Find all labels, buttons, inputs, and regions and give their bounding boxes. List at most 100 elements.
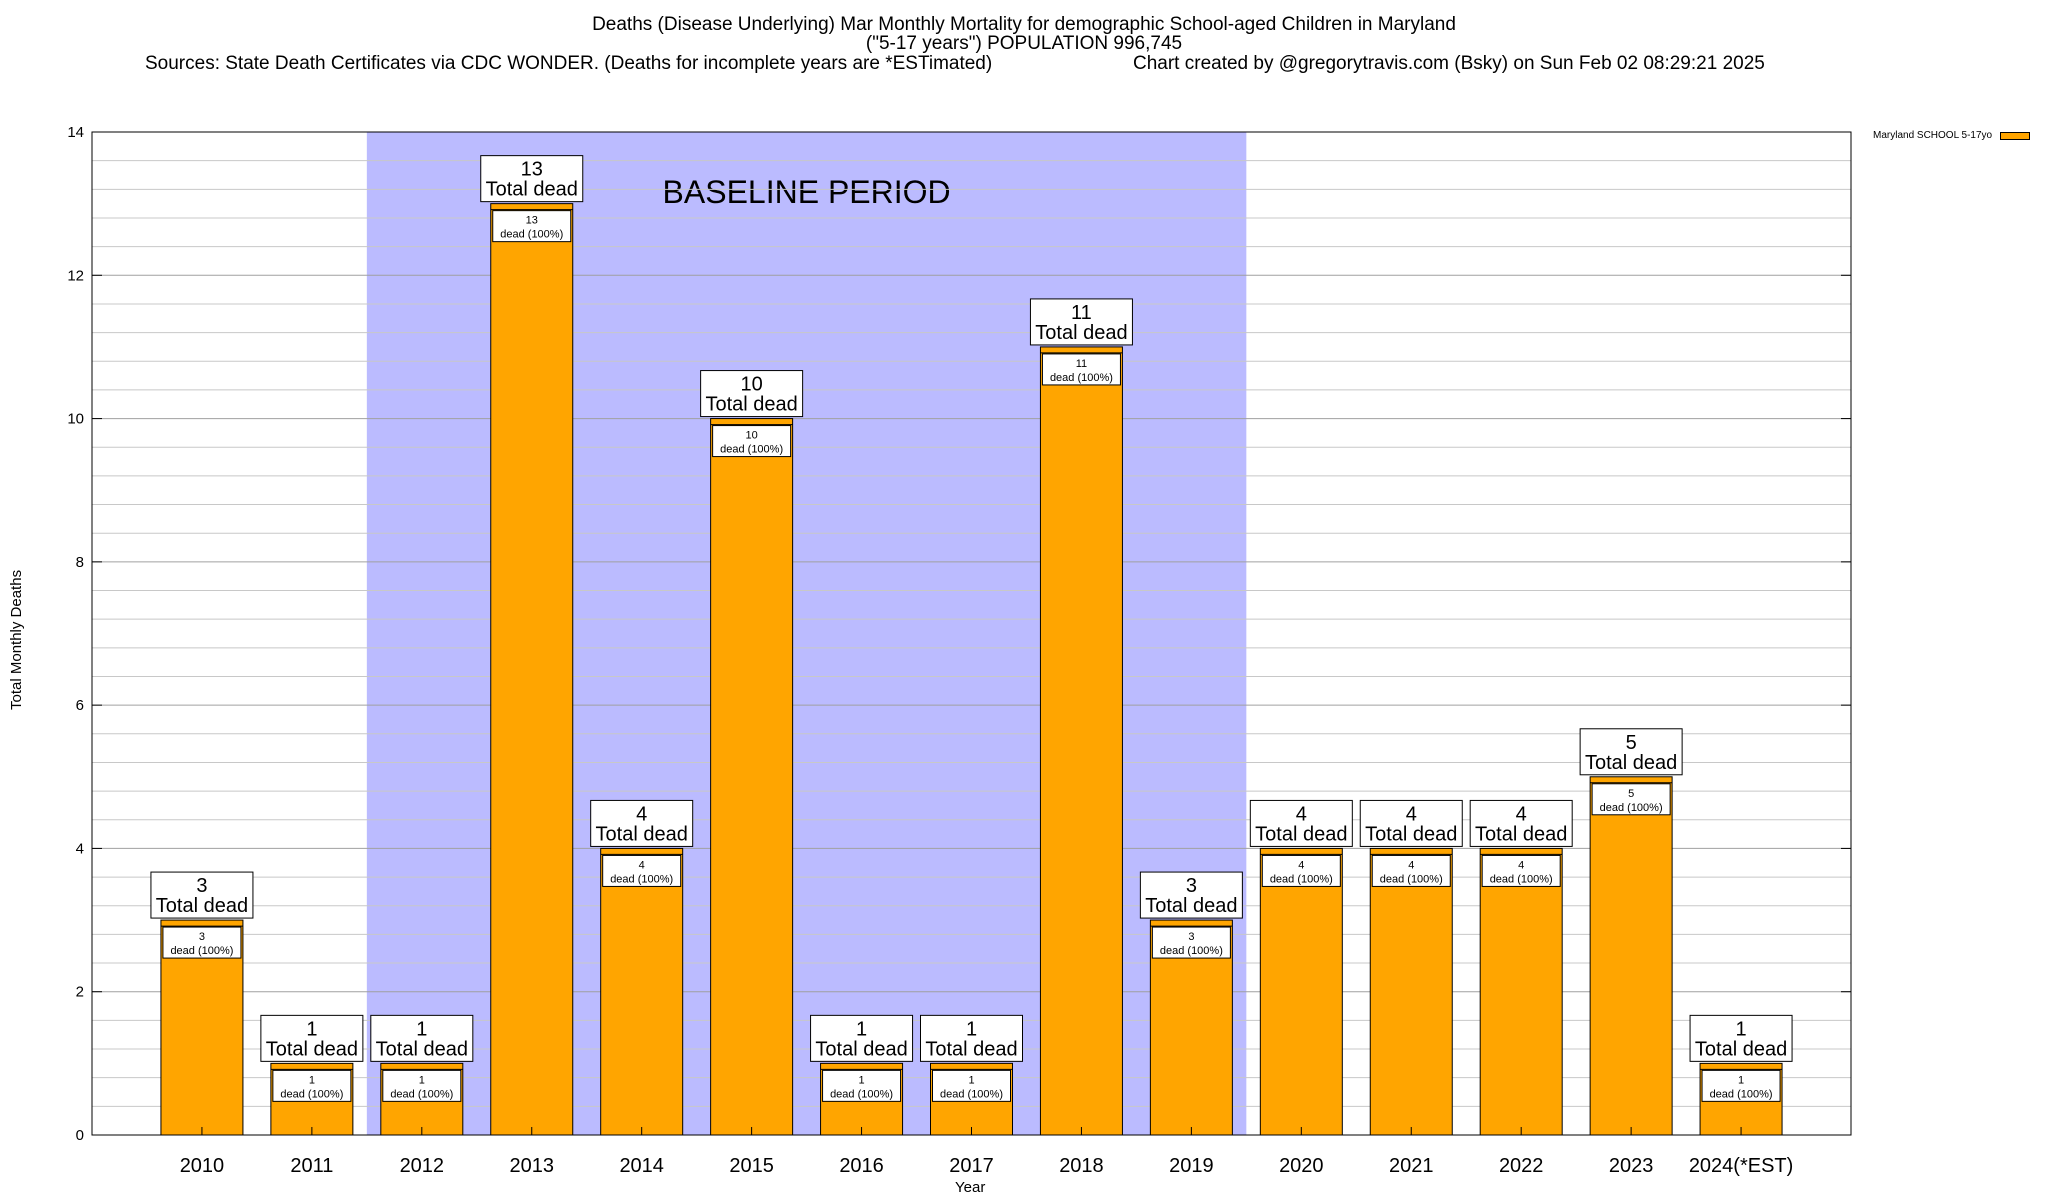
inner-percent-label: dead (100%): [940, 1088, 1003, 1100]
total-dead-label: Total dead: [376, 1038, 468, 1060]
inner-label-box: [1371, 854, 1451, 887]
inner-percent-label: dead (100%): [1050, 372, 1113, 384]
inner-percent-label: dead (100%): [500, 229, 563, 241]
total-label-box: [480, 155, 584, 203]
inner-count-label: 4: [639, 859, 645, 871]
total-dead-label: Total dead: [1145, 895, 1237, 917]
x-tick-label: 2012: [400, 1155, 445, 1177]
inner-percent-label: dead (100%): [1710, 1088, 1773, 1100]
inner-count-label: 4: [1408, 859, 1414, 871]
total-count-label: 10: [741, 374, 763, 396]
inner-count-label: 4: [1518, 859, 1524, 871]
total-dead-label: Total dead: [266, 1038, 358, 1060]
inner-percent-label: dead (100%): [1160, 945, 1223, 957]
total-dead-label: Total dead: [156, 895, 248, 917]
total-label-box: [1579, 728, 1683, 776]
total-dead-label: Total dead: [596, 823, 688, 845]
legend-series-label: Maryland SCHOOL 5-17yo: [1873, 130, 1993, 141]
inner-percent-label: dead (100%): [1380, 873, 1443, 885]
total-count-label: 11: [1071, 302, 1092, 324]
legend: Maryland SCHOOL 5-17yo: [1873, 130, 2031, 141]
total-count-label: 5: [1626, 732, 1637, 754]
inner-label-box: [272, 1069, 352, 1102]
chart-subtitle: ("5-17 years") POPULATION 996,745: [865, 33, 1183, 54]
chart-sources: Sources: State Death Certificates via CD…: [145, 53, 993, 74]
total-label-box: [810, 1014, 914, 1062]
bar: [1589, 776, 1673, 1136]
total-label-box: [150, 871, 254, 919]
bar: [1479, 847, 1563, 1136]
total-dead-label: Total dead: [1365, 823, 1457, 845]
chart-credit: Chart created by @gregorytravis.com (Bsk…: [1133, 53, 1765, 74]
inner-count-label: 3: [199, 931, 205, 943]
inner-count-label: 10: [746, 430, 758, 442]
total-dead-label: Total dead: [925, 1038, 1017, 1060]
bar: [600, 847, 684, 1136]
x-tick-label: 2014: [619, 1155, 664, 1177]
y-tick-label: 14: [67, 124, 84, 141]
total-count-label: 1: [416, 1018, 427, 1040]
total-label-box: [260, 1014, 364, 1062]
bar: [1369, 847, 1453, 1136]
total-label-box: [590, 799, 694, 847]
total-dead-label: Total dead: [1585, 752, 1677, 774]
total-dead-label: Total dead: [1475, 823, 1567, 845]
total-count-label: 4: [636, 803, 647, 825]
total-count-label: 4: [1406, 803, 1417, 825]
x-tick-label: 2018: [1059, 1155, 1104, 1177]
total-dead-label: Total dead: [1695, 1038, 1787, 1060]
x-tick-label: 2023: [1609, 1155, 1654, 1177]
y-tick-label: 10: [67, 411, 84, 428]
bar: [1259, 847, 1343, 1136]
inner-label-box: [1261, 854, 1341, 887]
total-count-label: 3: [1186, 875, 1197, 897]
total-label-box: [1469, 799, 1573, 847]
total-count-label: 4: [1296, 803, 1307, 825]
inner-percent-label: dead (100%): [720, 444, 783, 456]
inner-percent-label: dead (100%): [1270, 873, 1333, 885]
bar: [710, 418, 794, 1136]
inner-label-box: [492, 210, 572, 243]
inner-percent-label: dead (100%): [1490, 873, 1553, 885]
inner-label-box: [162, 926, 242, 959]
inner-percent-label: dead (100%): [170, 945, 233, 957]
x-tick-label: 2021: [1389, 1155, 1434, 1177]
x-axis-label: Year: [955, 1179, 986, 1196]
total-label-box: [1689, 1014, 1793, 1062]
y-tick-label: 12: [67, 267, 84, 284]
inner-count-label: 5: [1628, 788, 1634, 800]
inner-label-box: [712, 425, 792, 458]
inner-label-box: [1041, 353, 1121, 386]
total-count-label: 1: [306, 1018, 317, 1040]
inner-label-box: [1151, 926, 1231, 959]
total-dead-label: Total dead: [1255, 823, 1347, 845]
y-tick-label: 0: [76, 1127, 84, 1144]
inner-count-label: 1: [309, 1074, 315, 1086]
inner-label-box: [822, 1069, 902, 1102]
inner-count-label: 11: [1076, 358, 1087, 370]
x-tick-label: 2019: [1169, 1155, 1214, 1177]
total-count-label: 1: [966, 1018, 977, 1040]
total-label-box: [1249, 799, 1353, 847]
x-tick-label: 2013: [510, 1155, 555, 1177]
inner-count-label: 1: [1738, 1074, 1744, 1086]
inner-label-box: [382, 1069, 462, 1102]
bar: [490, 203, 574, 1136]
total-label-box: [1359, 799, 1463, 847]
inner-count-label: 1: [968, 1074, 974, 1086]
total-dead-label: Total dead: [1035, 322, 1127, 344]
inner-label-box: [602, 854, 682, 887]
x-tick-label: 2010: [180, 1155, 225, 1177]
inner-label-box: [1481, 854, 1561, 887]
x-tick-label: 2020: [1279, 1155, 1324, 1177]
y-tick-label: 8: [76, 554, 84, 571]
inner-percent-label: dead (100%): [610, 873, 673, 885]
bar: [1039, 346, 1123, 1136]
x-tick-label: 2011: [290, 1155, 333, 1177]
inner-percent-label: dead (100%): [830, 1088, 893, 1100]
total-count-label: 4: [1516, 803, 1527, 825]
inner-percent-label: dead (100%): [280, 1088, 343, 1100]
y-axis-label: Total Monthly Deaths: [8, 569, 25, 710]
total-count-label: 1: [1736, 1018, 1747, 1040]
